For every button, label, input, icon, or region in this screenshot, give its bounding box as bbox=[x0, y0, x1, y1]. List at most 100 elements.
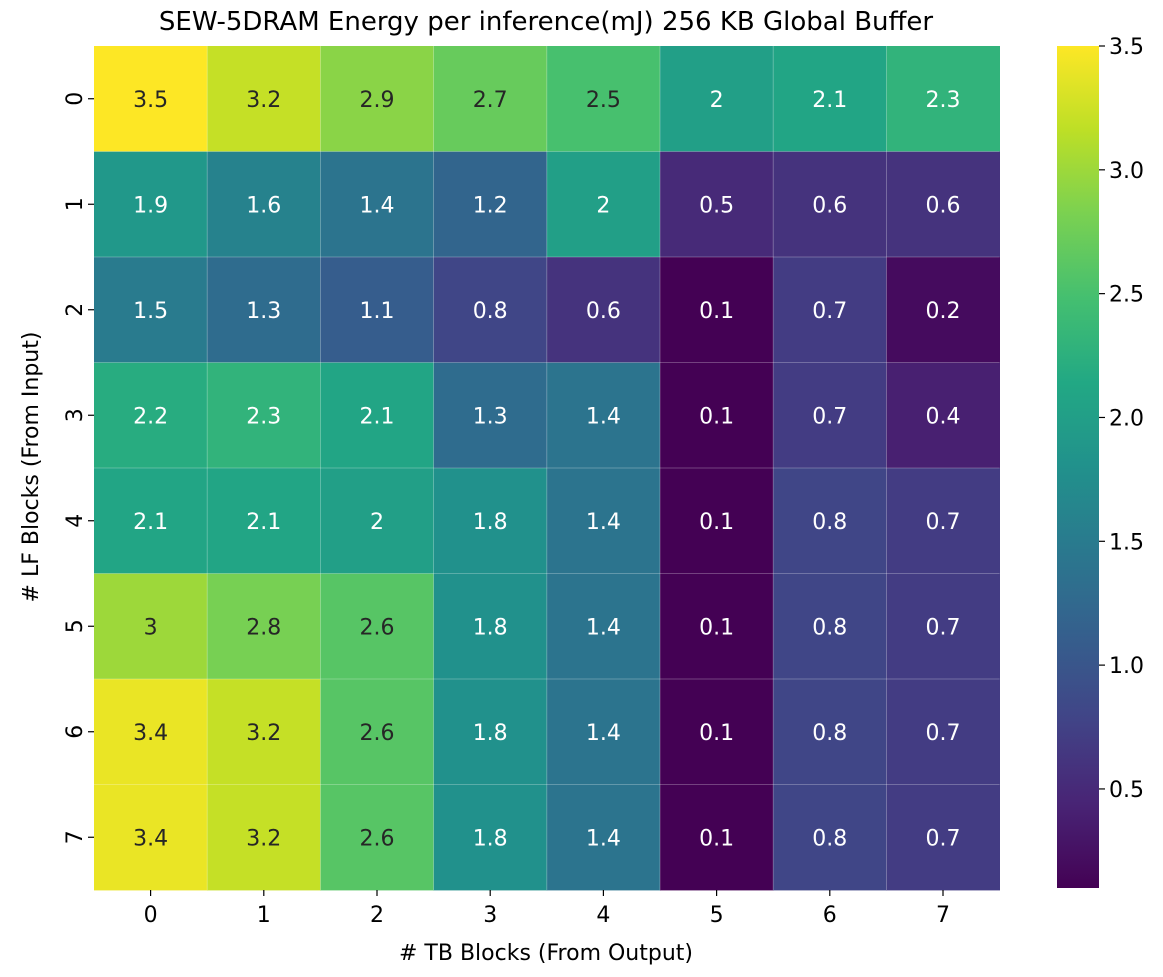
cell-label-r2-c5: 0.1 bbox=[699, 299, 734, 324]
cell-label-r0-c0: 3.5 bbox=[133, 88, 168, 113]
cell-label-r6-c5: 0.1 bbox=[699, 721, 734, 746]
heatmap-cell-r7-c2 bbox=[320, 784, 434, 891]
heatmap-cell-r0-c3 bbox=[433, 46, 548, 152]
heatmap-cell-r7-c0 bbox=[94, 784, 208, 891]
x-tick-label-0: 0 bbox=[144, 903, 158, 928]
cell-label-r7-c4: 1.4 bbox=[586, 826, 621, 851]
cell-label-r4-c1: 2.1 bbox=[246, 510, 281, 535]
cell-label-r6-c6: 0.8 bbox=[812, 721, 847, 746]
heatmap-cell-r4-c2 bbox=[320, 468, 434, 574]
x-tick-label-3: 3 bbox=[483, 903, 497, 928]
chart-title: SEW-5DRAM Energy per inference(mJ) 256 K… bbox=[159, 7, 934, 37]
heatmap-cell-r2-c6 bbox=[773, 257, 887, 363]
cell-label-r3-c7: 0.4 bbox=[926, 404, 961, 429]
heatmap-cell-r3-c7 bbox=[886, 362, 1000, 469]
heatmap-cell-r7-c4 bbox=[546, 784, 661, 891]
heatmap-cell-r3-c1 bbox=[207, 362, 321, 469]
heatmap-cell-r2-c0 bbox=[94, 257, 208, 363]
cell-label-r6-c2: 2.6 bbox=[360, 721, 395, 746]
heatmap-cell-r4-c0 bbox=[94, 468, 208, 574]
y-tick-label-0: 0 bbox=[63, 92, 88, 106]
cell-label-r1-c1: 1.6 bbox=[246, 193, 281, 218]
heatmap-cell-r0-c5 bbox=[660, 46, 774, 152]
y-tick-label-1: 1 bbox=[63, 197, 88, 211]
cell-label-r6-c7: 0.7 bbox=[926, 721, 961, 746]
cell-label-r5-c7: 0.7 bbox=[926, 615, 961, 640]
colorbar-tick-label-3: 2.0 bbox=[1109, 406, 1144, 431]
heatmap-cell-r5-c4 bbox=[546, 573, 661, 680]
cell-label-r3-c1: 2.3 bbox=[246, 404, 281, 429]
heatmap-cell-r7-c7 bbox=[886, 784, 1000, 891]
cell-label-r2-c2: 1.1 bbox=[360, 299, 395, 324]
x-tick-label-2: 2 bbox=[370, 903, 384, 928]
colorbar-tick-label-2: 1.5 bbox=[1109, 530, 1144, 555]
cell-label-r4-c7: 0.7 bbox=[926, 510, 961, 535]
heatmap-cell-r4-c4 bbox=[546, 468, 661, 574]
y-tick-label-2: 2 bbox=[63, 303, 88, 317]
cell-label-r5-c6: 0.8 bbox=[812, 615, 847, 640]
heatmap-axes: 0 1 2 3 4 5 6 7 0 1 2 3 4 5 6 7 bbox=[63, 92, 950, 928]
heatmap-cell-r5-c6 bbox=[773, 573, 887, 680]
y-tick-label-7: 7 bbox=[63, 830, 88, 844]
heatmap-cell-r0-c2 bbox=[320, 46, 434, 152]
cell-label-r6-c1: 3.2 bbox=[246, 721, 281, 746]
cell-label-r7-c5: 0.1 bbox=[699, 826, 734, 851]
colorbar-tick-label-0: 0.5 bbox=[1109, 778, 1144, 803]
cell-label-r3-c5: 0.1 bbox=[699, 404, 734, 429]
heatmap-cell-r5-c7 bbox=[886, 573, 1000, 680]
heatmap-cell-r2-c1 bbox=[207, 257, 321, 363]
cell-label-r1-c3: 1.2 bbox=[473, 193, 508, 218]
cell-label-r3-c4: 1.4 bbox=[586, 404, 621, 429]
cell-label-r2-c7: 0.2 bbox=[926, 299, 961, 324]
cell-label-r0-c1: 3.2 bbox=[246, 88, 281, 113]
heatmap-cell-r1-c2 bbox=[320, 151, 434, 258]
cell-label-r1-c4: 2 bbox=[596, 193, 610, 218]
cell-label-r5-c5: 0.1 bbox=[699, 615, 734, 640]
cell-label-r0-c6: 2.1 bbox=[812, 88, 847, 113]
heatmap-cell-r1-c6 bbox=[773, 151, 887, 258]
cell-label-r0-c7: 2.3 bbox=[926, 88, 961, 113]
heatmap-cell-r0-c1 bbox=[207, 46, 321, 152]
cell-label-r3-c2: 2.1 bbox=[360, 404, 395, 429]
cell-label-r7-c0: 3.4 bbox=[133, 826, 168, 851]
heatmap-cell-r2-c4 bbox=[546, 257, 661, 363]
cell-label-r3-c0: 2.2 bbox=[133, 404, 168, 429]
heatmap-cell-r3-c6 bbox=[773, 362, 887, 469]
heatmap-cell-r3-c0 bbox=[94, 362, 208, 469]
heatmap-cell-r5-c0 bbox=[94, 573, 208, 680]
x-tick-label-4: 4 bbox=[596, 903, 610, 928]
heatmap-cells: 3.5 3.2 2.9 2.7 2.5 2 2.1 2.3 1.9 1.6 1.4 1.2 2 0.5 0.… bbox=[94, 46, 1000, 891]
heatmap-cell-r6-c0 bbox=[94, 679, 208, 785]
heatmap-cell-r3-c2 bbox=[320, 362, 434, 469]
cell-label-r4-c3: 1.8 bbox=[473, 510, 508, 535]
heatmap-cell-r1-c0 bbox=[94, 151, 208, 258]
y-tick-label-3: 3 bbox=[63, 408, 88, 422]
heatmap-cell-r0-c4 bbox=[546, 46, 661, 152]
heatmap-cell-r0-c7 bbox=[886, 46, 1000, 152]
cell-label-r0-c2: 2.9 bbox=[360, 88, 395, 113]
heatmap-cell-r6-c5 bbox=[660, 679, 774, 785]
heatmap-cell-r2-c2 bbox=[320, 257, 434, 363]
heatmap-cell-r3-c5 bbox=[660, 362, 774, 469]
cell-label-r5-c2: 2.6 bbox=[360, 615, 395, 640]
cell-label-r2-c4: 0.6 bbox=[586, 299, 621, 324]
x-tick-label-7: 7 bbox=[936, 903, 950, 928]
cell-label-r2-c6: 0.7 bbox=[812, 299, 847, 324]
heatmap-cell-r4-c3 bbox=[433, 468, 548, 574]
heatmap-cell-r2-c7 bbox=[886, 257, 1000, 363]
cell-label-r2-c3: 0.8 bbox=[473, 299, 508, 324]
colorbar-gradient bbox=[1057, 46, 1099, 888]
x-axis-label: # TB Blocks (From Output) bbox=[399, 941, 693, 966]
cell-label-r0-c3: 2.7 bbox=[473, 88, 508, 113]
cell-label-r7-c2: 2.6 bbox=[360, 826, 395, 851]
cell-label-r1-c5: 0.5 bbox=[699, 193, 734, 218]
colorbar-tick-label-5: 3.0 bbox=[1109, 159, 1144, 184]
cell-label-r3-c3: 1.3 bbox=[473, 404, 508, 429]
heatmap-cell-r1-c7 bbox=[886, 151, 1000, 258]
cell-label-r1-c0: 1.9 bbox=[133, 193, 168, 218]
colorbar-tick-label-1: 1.0 bbox=[1109, 654, 1144, 679]
heatmap-cell-r6-c3 bbox=[433, 679, 548, 785]
cell-label-r3-c6: 0.7 bbox=[812, 404, 847, 429]
heatmap-cell-r6-c6 bbox=[773, 679, 887, 785]
